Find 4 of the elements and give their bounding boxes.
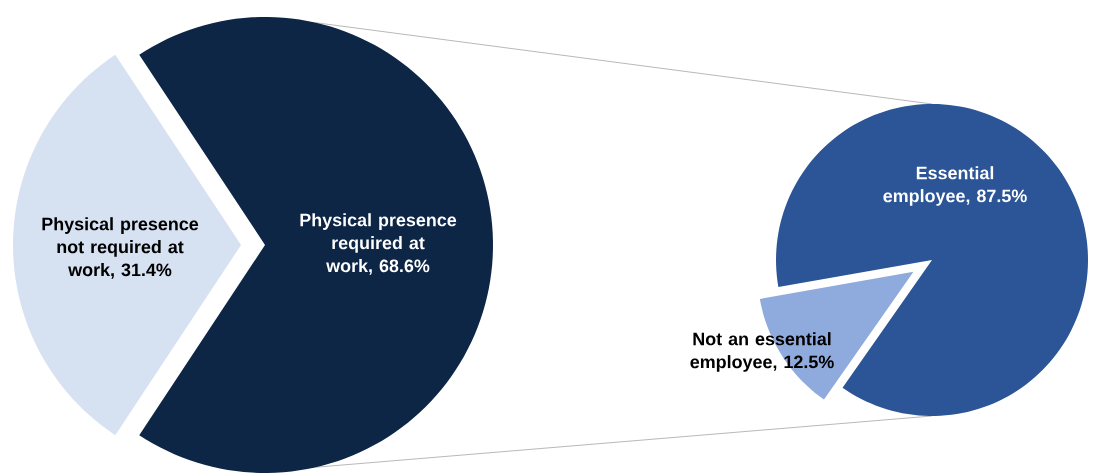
- slice-label: Essential employee, 87.5%: [883, 166, 1027, 206]
- slice-label: Physical presence not required at work, 31.4%: [42, 217, 199, 279]
- slice-label: Physical presence required at work, 68.6%: [300, 213, 457, 275]
- slice-label: Not an essential employee, 12.5%: [690, 332, 834, 372]
